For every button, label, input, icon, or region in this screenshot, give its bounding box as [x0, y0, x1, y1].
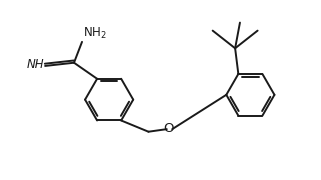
Text: NH$_2$: NH$_2$ [83, 26, 107, 40]
Text: NH: NH [26, 58, 44, 71]
Text: O: O [163, 122, 174, 135]
